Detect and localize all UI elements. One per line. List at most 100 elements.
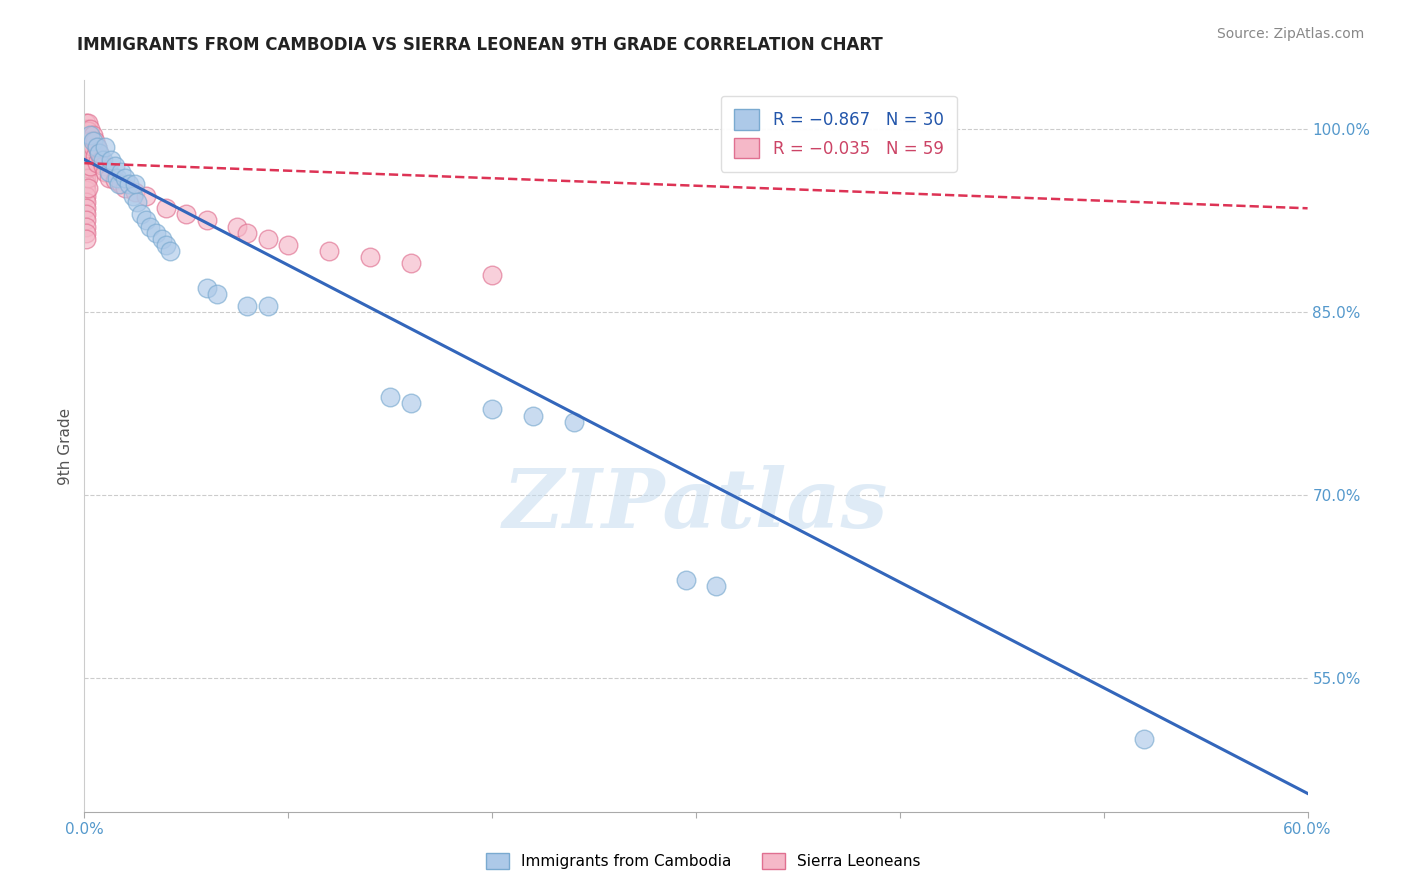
Point — [90, 153, 112, 167]
Point — [75, 140, 97, 154]
Text: Source: ZipAtlas.com: Source: ZipAtlas.com — [1216, 27, 1364, 41]
Point — [75, 219, 97, 234]
Point — [108, 177, 131, 191]
Point — [77, 116, 100, 130]
Point — [236, 299, 259, 313]
Point — [86, 140, 108, 154]
Point — [110, 177, 132, 191]
Point — [122, 189, 145, 203]
Point — [236, 226, 259, 240]
Point — [155, 201, 177, 215]
Point — [124, 177, 146, 191]
Point — [83, 149, 105, 163]
Point — [195, 213, 218, 227]
Point — [114, 170, 136, 185]
Point — [77, 170, 100, 185]
Point — [359, 250, 381, 264]
Point — [86, 140, 108, 154]
Point — [195, 280, 218, 294]
Point — [87, 146, 110, 161]
Point — [145, 226, 167, 240]
Point — [75, 201, 97, 215]
Point — [118, 177, 141, 191]
Point — [675, 573, 697, 587]
Point — [97, 170, 120, 185]
Point — [131, 207, 153, 221]
Text: ZIPatlas: ZIPatlas — [503, 465, 889, 544]
Point — [75, 207, 97, 221]
Point — [75, 122, 97, 136]
Point — [75, 164, 97, 178]
Point — [77, 161, 100, 175]
Point — [75, 170, 97, 185]
Point — [135, 213, 157, 227]
Point — [77, 134, 100, 148]
Point — [79, 134, 101, 148]
Point — [91, 159, 114, 173]
Point — [75, 159, 97, 173]
Point — [77, 144, 100, 158]
Point — [318, 244, 340, 258]
Point — [77, 153, 100, 167]
Point — [150, 232, 173, 246]
Point — [75, 128, 97, 143]
Point — [75, 146, 97, 161]
Point — [399, 256, 422, 270]
Point — [97, 164, 120, 178]
Point — [110, 164, 132, 178]
Point — [75, 177, 97, 191]
Point — [127, 195, 149, 210]
Point — [79, 122, 101, 136]
Point — [75, 226, 97, 240]
Point — [75, 232, 97, 246]
Point — [114, 180, 136, 194]
Point — [380, 390, 402, 404]
Point — [75, 116, 97, 130]
Point — [105, 170, 128, 185]
Point — [86, 156, 108, 170]
Point — [257, 232, 280, 246]
Point — [75, 183, 97, 197]
Legend: R = −0.867   N = 30, R = −0.035   N = 59: R = −0.867 N = 30, R = −0.035 N = 59 — [721, 96, 956, 171]
Point — [75, 195, 97, 210]
Point — [91, 153, 114, 167]
Point — [75, 213, 97, 227]
Point — [93, 140, 115, 154]
Point — [79, 146, 101, 161]
Point — [155, 238, 177, 252]
Point — [562, 415, 585, 429]
Point — [257, 299, 280, 313]
Point — [83, 134, 105, 148]
Point — [82, 140, 104, 154]
Point — [82, 128, 104, 143]
Point — [79, 128, 101, 143]
Point — [77, 124, 100, 138]
Point — [135, 189, 157, 203]
Point — [82, 134, 104, 148]
Point — [124, 186, 146, 200]
Point — [75, 153, 97, 167]
Point — [138, 219, 160, 234]
Point — [159, 244, 181, 258]
Point — [75, 189, 97, 203]
Point — [277, 238, 299, 252]
Point — [481, 402, 503, 417]
Text: IMMIGRANTS FROM CAMBODIA VS SIERRA LEONEAN 9TH GRADE CORRELATION CHART: IMMIGRANTS FROM CAMBODIA VS SIERRA LEONE… — [77, 36, 883, 54]
Point — [174, 207, 197, 221]
Point — [226, 219, 249, 234]
Point — [87, 146, 110, 161]
Point — [93, 164, 115, 178]
Point — [104, 173, 127, 187]
Point — [481, 268, 503, 283]
Point — [1133, 731, 1156, 746]
Point — [100, 153, 122, 167]
Point — [104, 159, 127, 173]
Point — [522, 409, 544, 423]
Y-axis label: 9th Grade: 9th Grade — [58, 408, 73, 484]
Point — [77, 180, 100, 194]
Point — [205, 286, 228, 301]
Point — [706, 579, 728, 593]
Point — [79, 159, 101, 173]
Point — [75, 134, 97, 148]
Legend: Immigrants from Cambodia, Sierra Leoneans: Immigrants from Cambodia, Sierra Leonean… — [479, 847, 927, 875]
